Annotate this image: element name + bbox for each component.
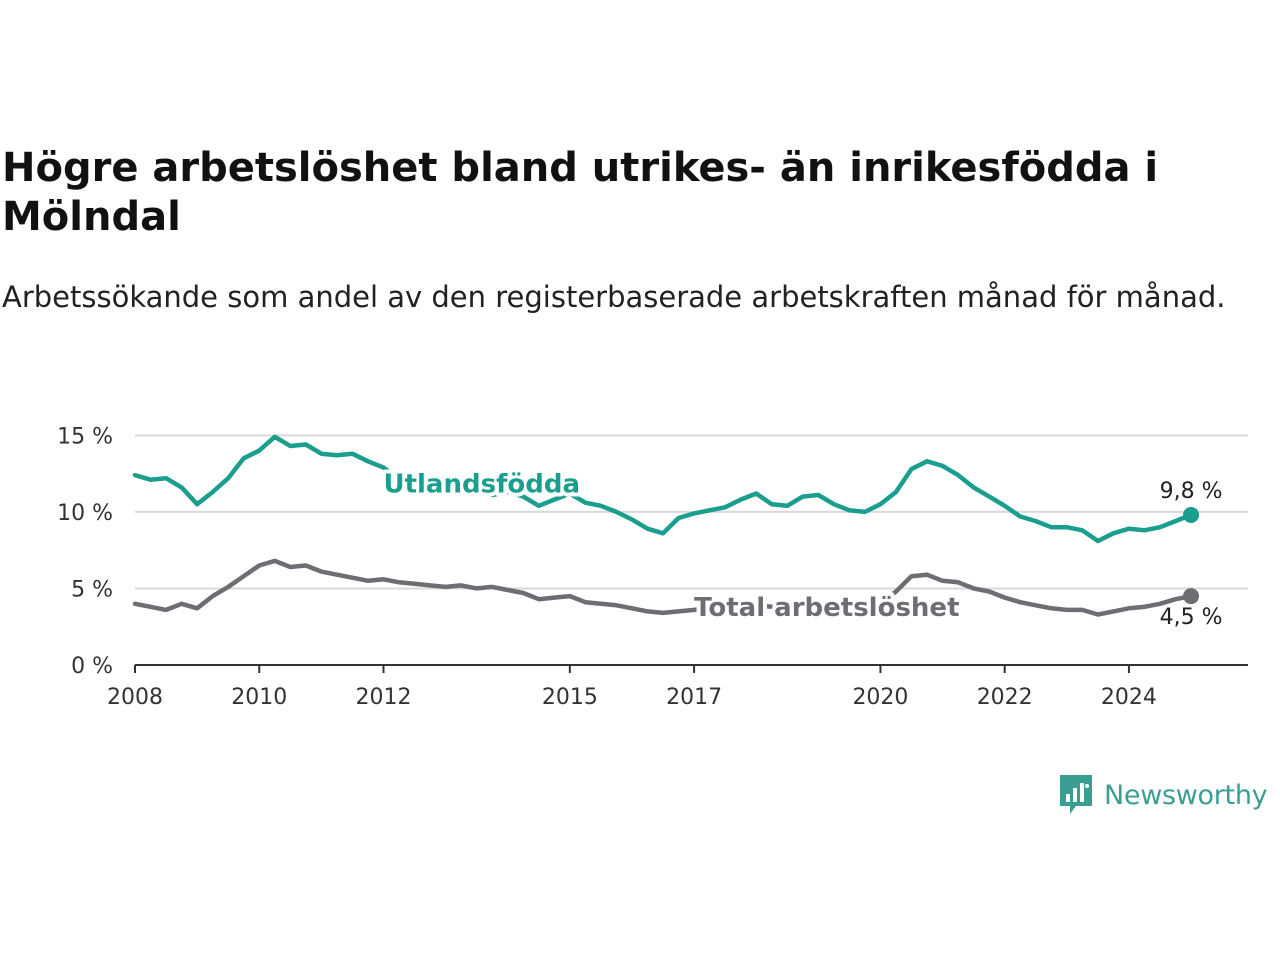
series-label-halo: Total arbetslöshet	[694, 593, 959, 623]
x-tick-label: 2020	[852, 685, 908, 710]
line-chart: 0 %5 %10 %15 % 2008 2010 2012 2015 2017 2020 2…	[57, 424, 1248, 710]
series-label: Utlandsfödda	[383, 469, 580, 499]
y-tick-label: 10 %	[57, 501, 113, 526]
x-axis-ticks: 2008 2010 2012 2015 2017 2020 2022 2024	[107, 665, 1157, 710]
series-end-point	[1183, 588, 1200, 605]
series-line-utlandsfodda	[132, 434, 1194, 544]
series-line-total	[132, 558, 1194, 617]
series-label-halo: Utlandsfödda	[383, 469, 580, 499]
series-label: Total arbetslöshet	[694, 593, 959, 623]
x-tick-label: 2017	[666, 685, 722, 710]
y-tick-label: 0 %	[71, 654, 113, 679]
x-tick-label: 2024	[1101, 685, 1157, 710]
chart-title: Högre arbetslöshet bland utrikes- än inr…	[2, 145, 1159, 240]
newsworthy-logo-icon	[1060, 775, 1092, 814]
x-tick-label: 2008	[107, 685, 163, 710]
y-tick-label: 15 %	[57, 424, 113, 449]
newsworthy-logo[interactable]: Newsworthy	[1058, 772, 1268, 818]
series-end-value-label: 4,5 %	[1160, 605, 1223, 630]
y-axis-ticks: 0 % 5 % 10 % 15 %	[57, 424, 113, 679]
chart-subtitle: Arbetssökande som andel av den registerb…	[2, 280, 1226, 314]
x-tick-label: 2012	[355, 685, 411, 710]
brand-name: Newsworthy	[1104, 779, 1268, 811]
y-tick-label: 5 %	[71, 577, 113, 602]
series-end-point	[1183, 506, 1200, 523]
x-tick-label: 2015	[542, 685, 598, 710]
x-tick-label: 2010	[231, 685, 287, 710]
x-tick-label: 2022	[977, 685, 1033, 710]
series-end-value-label: 9,8 %	[1160, 479, 1223, 504]
